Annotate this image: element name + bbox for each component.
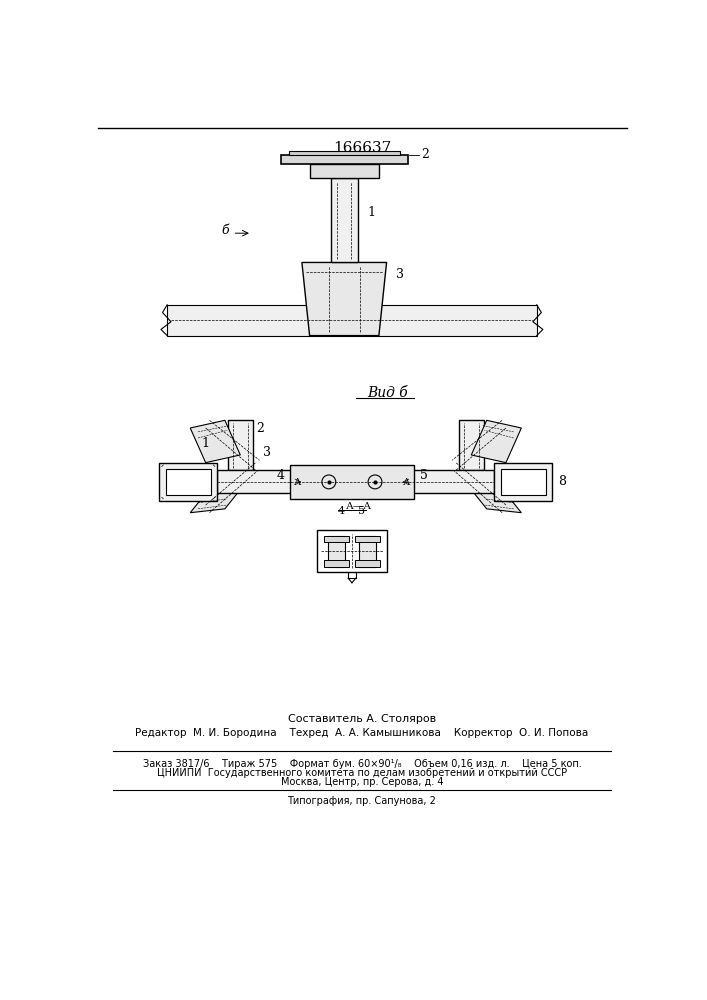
Bar (328, 536, 345, 567)
Text: Составитель А. Столяров: Составитель А. Столяров (288, 714, 436, 724)
Bar (325, 536, 349, 542)
Polygon shape (190, 420, 240, 463)
Text: Типография, пр. Сапунова, 2: Типография, пр. Сапунова, 2 (288, 796, 436, 806)
Text: 2: 2 (421, 148, 429, 161)
Bar (359, 536, 376, 567)
Polygon shape (472, 490, 521, 513)
Text: 8: 8 (559, 475, 566, 488)
Text: А—А: А—А (346, 502, 372, 511)
Polygon shape (302, 262, 387, 336)
Text: 3: 3 (264, 446, 271, 459)
Text: 5: 5 (358, 506, 366, 516)
Bar (494, 463, 552, 501)
Text: 3: 3 (396, 267, 404, 280)
Text: Заказ 3817/6    Тираж 575    Формат бум. 60×90¹/₈    Объем 0,16 изд. л.    Цена : Заказ 3817/6 Тираж 575 Формат бум. 60×90… (143, 759, 581, 769)
Text: 1: 1 (368, 206, 375, 219)
Text: 2: 2 (257, 422, 264, 434)
Text: ЦНИИПИ  Государственного комитета по делам изобретений и открытий СССР: ЦНИИПИ Государственного комитета по дела… (157, 768, 567, 778)
Bar (228, 420, 252, 470)
Text: 166637: 166637 (333, 141, 391, 155)
Bar (291, 465, 414, 499)
Text: 1: 1 (201, 437, 210, 450)
Bar (355, 560, 380, 567)
Bar (355, 536, 380, 542)
Text: Москва, Центр, пр. Серова, д. 4: Москва, Центр, пр. Серова, д. 4 (281, 777, 443, 787)
Text: А: А (403, 478, 410, 487)
Text: Вид б: Вид б (368, 386, 408, 400)
Bar (165, 469, 211, 495)
Text: 5: 5 (420, 469, 428, 482)
Bar (288, 151, 400, 155)
Polygon shape (310, 164, 379, 178)
Bar (331, 178, 358, 262)
Text: А: А (294, 478, 302, 487)
Bar (501, 469, 546, 495)
Bar (459, 420, 484, 470)
Bar (217, 470, 494, 493)
Text: б: б (221, 224, 228, 237)
Bar (317, 530, 387, 572)
Bar (167, 305, 537, 336)
Bar (325, 560, 349, 567)
Polygon shape (472, 420, 521, 463)
Text: 4: 4 (276, 469, 284, 482)
Text: Редактор  М. И. Бородина    Техред  А. А. Камышникова    Корректор  О. И. Попова: Редактор М. И. Бородина Техред А. А. Кам… (135, 728, 588, 738)
Bar (160, 463, 217, 501)
Polygon shape (190, 490, 240, 513)
Bar (281, 155, 408, 164)
Text: 4: 4 (338, 506, 345, 516)
